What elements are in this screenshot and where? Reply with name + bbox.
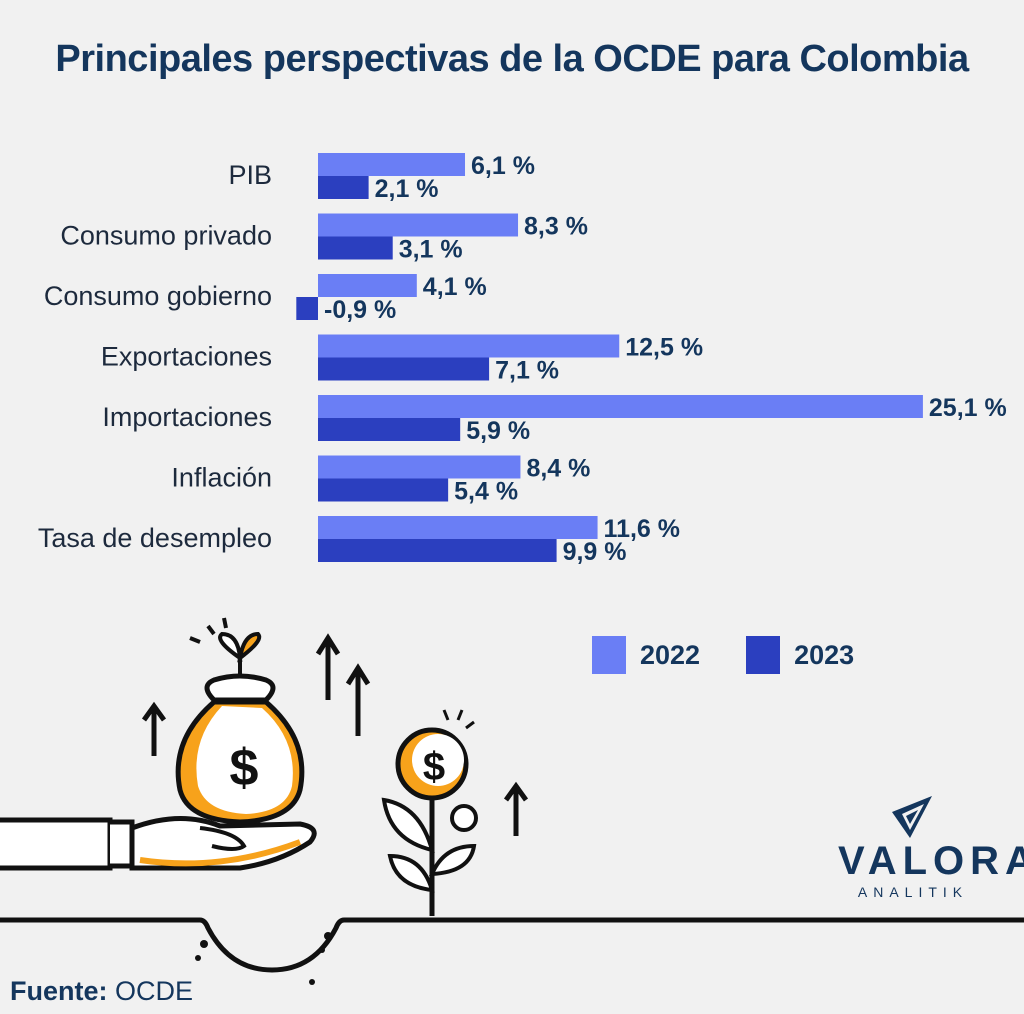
- bar-2023-exportaciones: [318, 357, 490, 381]
- bar-2023-pib: [318, 176, 369, 199]
- category-label-tasa-de-desempleo: Tasa de desempleo: [38, 523, 272, 553]
- value-label-2023-consumo-gobierno: -0,9 %: [324, 296, 396, 324]
- value-label-2023-tasa-de-desempleo: 9,9 %: [563, 538, 627, 566]
- value-label-2022-exportaciones: 12,5 %: [625, 334, 703, 362]
- legend: 2022 2023: [592, 636, 854, 674]
- source-value: OCDE: [115, 976, 194, 1006]
- bar-2022-inflacion: [318, 455, 521, 479]
- value-label-2022-tasa-de-desempleo: 11,6 %: [604, 515, 680, 543]
- logo-wordmark: VALORA: [838, 839, 1024, 883]
- legend-label-2023: 2023: [794, 639, 855, 670]
- category-label-importaciones: Importaciones: [102, 402, 272, 432]
- coin-plant-icon: $: [381, 709, 478, 916]
- bar-2023-importaciones: [318, 418, 461, 441]
- bar-2022-consumo-privado: [318, 213, 519, 237]
- svg-text:$: $: [230, 739, 259, 797]
- hand-icon: [0, 816, 317, 871]
- bar-2022-importaciones: [318, 395, 923, 418]
- value-label-2023-inflacion: 5,4 %: [454, 478, 518, 506]
- bar-2022-exportaciones: [318, 334, 620, 358]
- valora-logo-mark-icon: [892, 796, 932, 838]
- value-label-2023-consumo-privado: 3,1 %: [399, 236, 463, 264]
- bar-2023-consumo-privado: [318, 236, 393, 260]
- bar-2023-consumo-gobierno: [296, 297, 318, 320]
- ground-line: [0, 917, 1024, 973]
- value-label-2022-inflacion: 8,4 %: [526, 455, 590, 483]
- money-bag-icon: $: [175, 673, 305, 825]
- value-label-2022-consumo-gobierno: 4,1 %: [423, 273, 487, 301]
- source-note: Fuente: OCDE: [10, 976, 193, 1007]
- chart-title: Principales perspectivas de la OCDE para…: [55, 38, 969, 80]
- value-label-2023-importaciones: 5,9 %: [466, 417, 530, 445]
- category-label-exportaciones: Exportaciones: [101, 342, 272, 372]
- legend-swatch-2022: [592, 636, 626, 674]
- sprout-icon: [189, 617, 262, 676]
- arrow-up-icon: [141, 633, 529, 836]
- bar-chart: PIB 6,1 % 2,1 % Consumo privado 8,3 % 3,1 % Co…: [38, 152, 1007, 566]
- category-label-consumo-gobierno: Consumo gobierno: [44, 281, 272, 311]
- bar-2023-tasa-de-desempleo: [318, 539, 557, 562]
- legend-item-2022: 2022: [592, 636, 700, 674]
- source-key: Fuente:: [10, 976, 108, 1006]
- valora-logo: VALORA ANALITIK: [838, 796, 1024, 900]
- bar-2022-tasa-de-desempleo: [318, 516, 598, 539]
- category-label-inflacion: Inflación: [171, 463, 272, 493]
- value-label-2022-pib: 6,1 %: [471, 152, 535, 180]
- legend-swatch-2023: [746, 636, 781, 674]
- bar-2022-pib: [318, 153, 466, 176]
- money-growth-illustration: $ $: [0, 617, 1024, 985]
- legend-label-2022: 2022: [640, 639, 701, 670]
- value-label-2023-pib: 2,1 %: [375, 175, 439, 203]
- logo-subtitle: ANALITIK: [857, 884, 969, 900]
- category-label-consumo-privado: Consumo privado: [60, 221, 272, 251]
- category-label-pib: PIB: [228, 160, 272, 190]
- bar-2023-inflacion: [318, 478, 449, 502]
- legend-item-2023: 2023: [746, 636, 854, 674]
- value-label-2023-exportaciones: 7,1 %: [495, 357, 559, 385]
- value-label-2022-importaciones: 25,1 %: [929, 394, 1007, 422]
- value-label-2022-consumo-privado: 8,3 %: [524, 213, 588, 241]
- bar-2022-consumo-gobierno: [318, 274, 417, 297]
- svg-text:$: $: [423, 745, 445, 789]
